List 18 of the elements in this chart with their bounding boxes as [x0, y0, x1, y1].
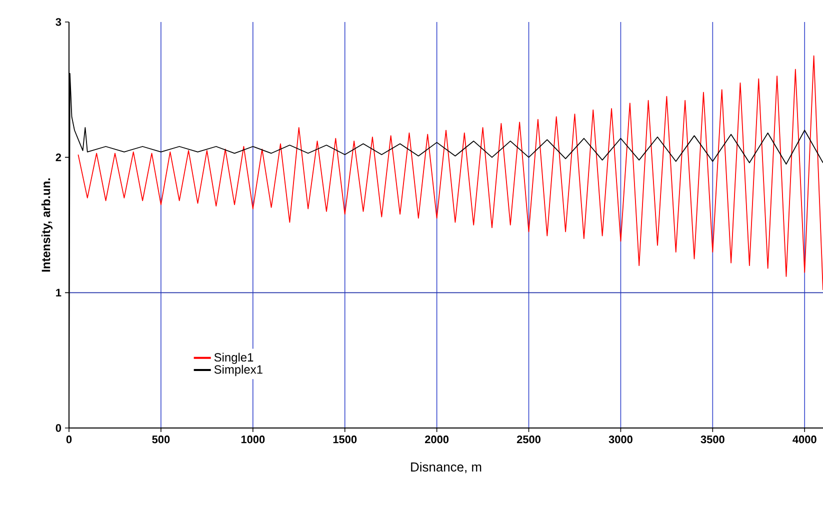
x-tick-label: 2000 — [424, 436, 449, 444]
x-tick-label: 4000 — [792, 436, 816, 444]
x-tick-label: 500 — [152, 436, 170, 444]
x-axis-title: Disnance, m — [411, 462, 482, 474]
y-axis-title: Intensity, arb.un. — [41, 178, 53, 272]
legend-label: Single1 — [214, 352, 254, 364]
legend-label: Simplex1 — [214, 364, 262, 376]
line-series — [78, 55, 823, 290]
x-tick-label: 2500 — [516, 436, 540, 444]
y-tick-label: 3 — [56, 18, 62, 26]
x-tick-label: 3500 — [700, 436, 724, 444]
x-tick-label: 0 — [66, 436, 72, 444]
x-tick-label: 1000 — [241, 436, 265, 444]
x-tick-label: 3000 — [608, 436, 632, 444]
y-tick-label: 0 — [56, 424, 62, 432]
y-tick-label: 2 — [56, 154, 62, 162]
x-tick-label: 1500 — [333, 436, 357, 444]
y-tick-label: 1 — [56, 288, 62, 296]
